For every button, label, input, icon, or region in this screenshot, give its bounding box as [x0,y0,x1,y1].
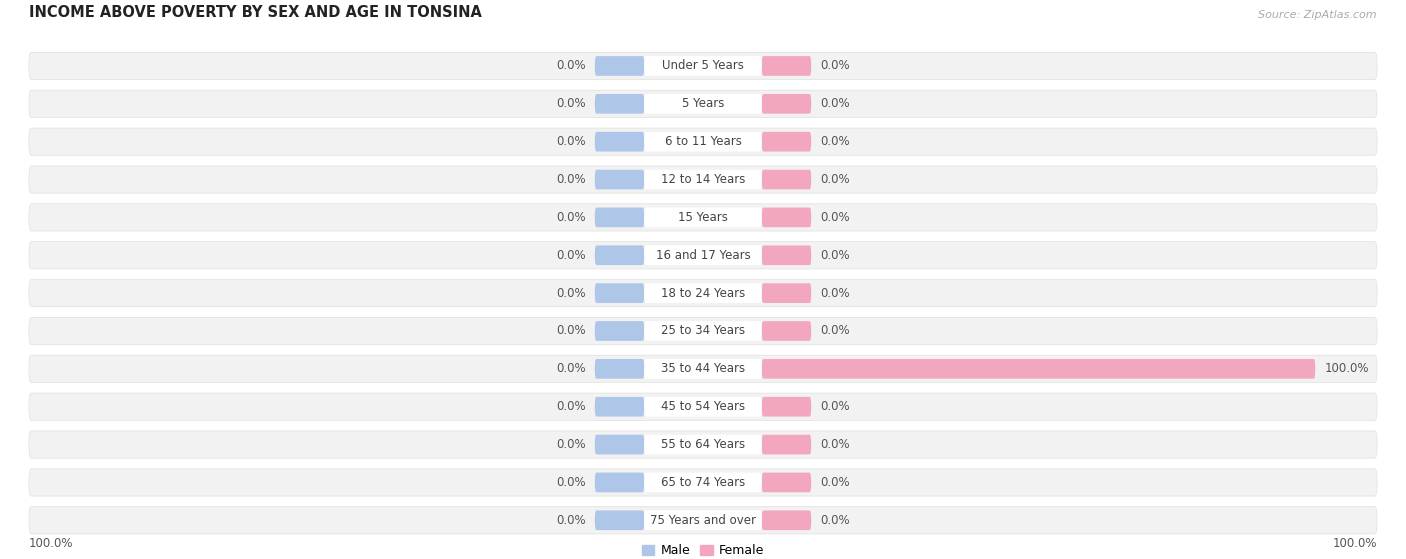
FancyBboxPatch shape [30,166,1376,193]
Text: 0.0%: 0.0% [821,400,851,413]
FancyBboxPatch shape [762,170,811,190]
FancyBboxPatch shape [595,435,644,454]
FancyBboxPatch shape [644,207,762,228]
Text: 0.0%: 0.0% [555,476,585,489]
Text: 0.0%: 0.0% [555,438,585,451]
FancyBboxPatch shape [595,245,644,265]
FancyBboxPatch shape [30,204,1376,231]
FancyBboxPatch shape [644,283,762,303]
FancyBboxPatch shape [762,359,1315,378]
Text: 0.0%: 0.0% [555,362,585,375]
FancyBboxPatch shape [30,53,1376,79]
Text: 16 and 17 Years: 16 and 17 Years [655,249,751,262]
FancyBboxPatch shape [644,510,762,530]
FancyBboxPatch shape [30,431,1376,458]
FancyBboxPatch shape [595,283,644,303]
FancyBboxPatch shape [595,94,644,113]
Text: 0.0%: 0.0% [821,476,851,489]
FancyBboxPatch shape [595,170,644,190]
FancyBboxPatch shape [30,355,1376,382]
FancyBboxPatch shape [762,321,811,341]
FancyBboxPatch shape [595,397,644,416]
FancyBboxPatch shape [30,128,1376,155]
FancyBboxPatch shape [762,435,811,454]
Text: 0.0%: 0.0% [555,400,585,413]
Text: 0.0%: 0.0% [555,249,585,262]
FancyBboxPatch shape [644,94,762,113]
FancyBboxPatch shape [762,397,811,416]
Text: INCOME ABOVE POVERTY BY SEX AND AGE IN TONSINA: INCOME ABOVE POVERTY BY SEX AND AGE IN T… [30,5,482,20]
FancyBboxPatch shape [644,245,762,265]
FancyBboxPatch shape [644,170,762,190]
FancyBboxPatch shape [762,472,811,492]
Text: Under 5 Years: Under 5 Years [662,59,744,73]
Text: 100.0%: 100.0% [1324,362,1369,375]
Text: 0.0%: 0.0% [555,97,585,110]
Text: 6 to 11 Years: 6 to 11 Years [665,135,741,148]
Text: 0.0%: 0.0% [555,287,585,300]
FancyBboxPatch shape [30,280,1376,307]
Text: 0.0%: 0.0% [555,173,585,186]
FancyBboxPatch shape [644,435,762,454]
Text: 0.0%: 0.0% [821,287,851,300]
FancyBboxPatch shape [762,207,811,228]
FancyBboxPatch shape [595,56,644,76]
FancyBboxPatch shape [595,359,644,378]
Text: 0.0%: 0.0% [821,249,851,262]
Text: 100.0%: 100.0% [30,537,73,550]
FancyBboxPatch shape [644,397,762,416]
Text: 0.0%: 0.0% [555,135,585,148]
FancyBboxPatch shape [595,510,644,530]
FancyBboxPatch shape [762,94,811,113]
Text: 0.0%: 0.0% [821,514,851,527]
Text: 65 to 74 Years: 65 to 74 Years [661,476,745,489]
FancyBboxPatch shape [644,359,762,378]
Text: 0.0%: 0.0% [821,59,851,73]
FancyBboxPatch shape [30,393,1376,420]
Text: 18 to 24 Years: 18 to 24 Years [661,287,745,300]
Text: 0.0%: 0.0% [555,514,585,527]
Text: 0.0%: 0.0% [821,173,851,186]
FancyBboxPatch shape [30,90,1376,117]
Text: 0.0%: 0.0% [821,438,851,451]
Text: 0.0%: 0.0% [821,211,851,224]
Text: 0.0%: 0.0% [555,211,585,224]
FancyBboxPatch shape [644,321,762,341]
FancyBboxPatch shape [30,506,1376,534]
Text: 12 to 14 Years: 12 to 14 Years [661,173,745,186]
Text: 0.0%: 0.0% [821,324,851,338]
FancyBboxPatch shape [595,207,644,228]
FancyBboxPatch shape [595,321,644,341]
Text: 0.0%: 0.0% [821,97,851,110]
FancyBboxPatch shape [644,472,762,492]
Legend: Male, Female: Male, Female [641,544,765,557]
FancyBboxPatch shape [644,132,762,151]
Text: 0.0%: 0.0% [821,135,851,148]
FancyBboxPatch shape [762,283,811,303]
FancyBboxPatch shape [762,132,811,151]
Text: 0.0%: 0.0% [555,59,585,73]
FancyBboxPatch shape [30,469,1376,496]
FancyBboxPatch shape [762,510,811,530]
Text: 0.0%: 0.0% [555,324,585,338]
FancyBboxPatch shape [30,318,1376,344]
FancyBboxPatch shape [30,241,1376,269]
FancyBboxPatch shape [762,245,811,265]
Text: 55 to 64 Years: 55 to 64 Years [661,438,745,451]
FancyBboxPatch shape [595,472,644,492]
FancyBboxPatch shape [644,56,762,76]
Text: 35 to 44 Years: 35 to 44 Years [661,362,745,375]
Text: 100.0%: 100.0% [1333,537,1376,550]
FancyBboxPatch shape [595,132,644,151]
Text: 25 to 34 Years: 25 to 34 Years [661,324,745,338]
Text: 75 Years and over: 75 Years and over [650,514,756,527]
Text: 45 to 54 Years: 45 to 54 Years [661,400,745,413]
Text: 15 Years: 15 Years [678,211,728,224]
Text: 5 Years: 5 Years [682,97,724,110]
FancyBboxPatch shape [762,56,811,76]
Text: Source: ZipAtlas.com: Source: ZipAtlas.com [1258,10,1376,20]
